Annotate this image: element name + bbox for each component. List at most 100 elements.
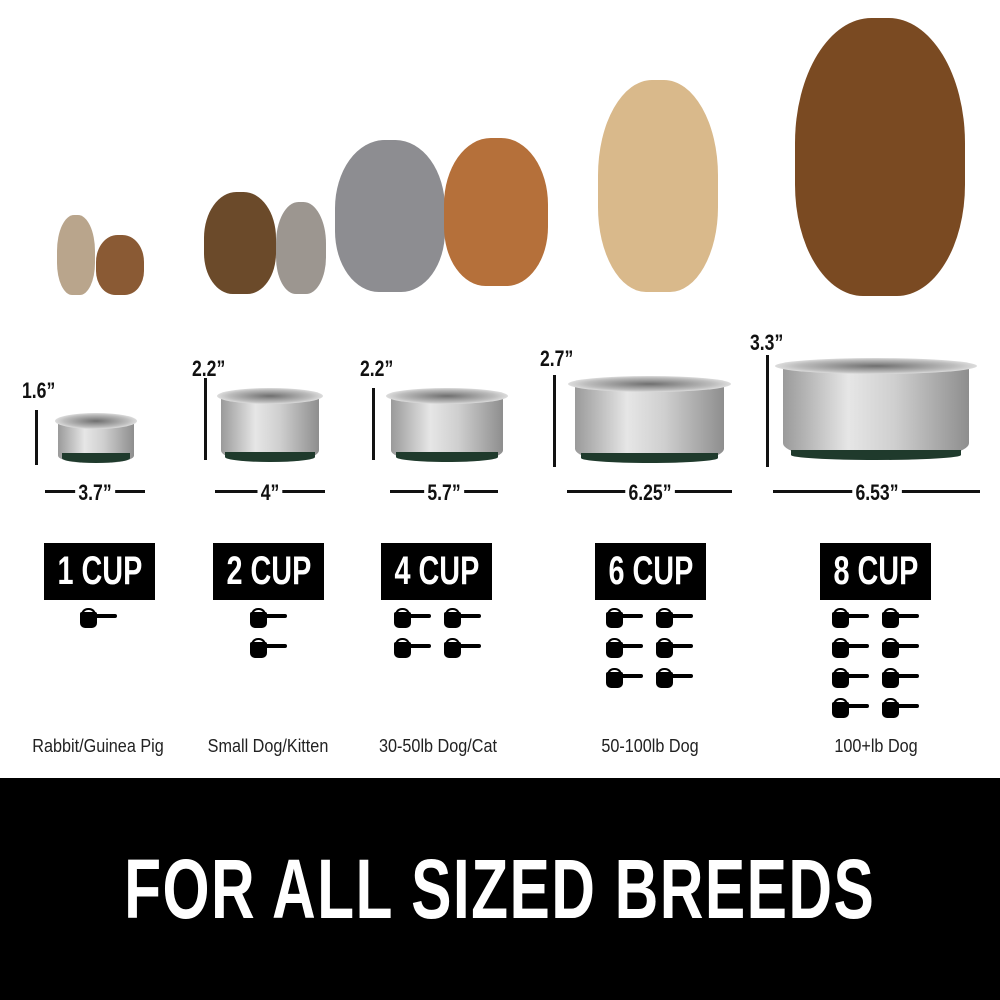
cup-body	[882, 612, 899, 628]
cup-top	[657, 638, 672, 645]
cup-body	[656, 642, 673, 658]
measuring-cup-icon	[832, 638, 870, 660]
height-label: 3.3”	[750, 330, 784, 355]
measuring-cup-icon	[832, 698, 870, 720]
cup-top	[607, 638, 622, 645]
bowl-rim	[55, 413, 137, 429]
width-label: 3.7”	[75, 480, 115, 506]
cup-body	[832, 672, 849, 688]
cup-handle	[897, 674, 919, 678]
banner: FOR ALL SIZED BREEDS	[0, 778, 1000, 1000]
width-label: 6.53”	[851, 480, 902, 506]
bowl-rubber-base	[791, 450, 961, 460]
cup-body	[250, 612, 267, 628]
width-label: 6.25”	[624, 480, 675, 506]
width-label: 4”	[257, 480, 283, 506]
cup-top	[657, 608, 672, 615]
bowl-rubber-base	[61, 453, 131, 463]
measuring-cup-icon	[882, 698, 920, 720]
banner-text: FOR ALL SIZED BREEDS	[124, 841, 876, 936]
bowl-rubber-base	[225, 452, 315, 462]
bowl-rim	[775, 358, 977, 374]
cup-top	[833, 638, 848, 645]
measuring-cup-icon	[656, 608, 694, 630]
bowl-body	[390, 396, 504, 462]
breed-label: 100+lb Dog	[834, 736, 918, 756]
height-bar	[204, 378, 207, 460]
cup-body	[882, 702, 899, 718]
cup-top	[81, 608, 96, 615]
stainless-bowl	[217, 388, 323, 462]
measuring-cup-icon	[656, 668, 694, 690]
cup-body	[832, 612, 849, 628]
cup-body	[606, 642, 623, 658]
cup-capacity-badge: 1 CUP	[44, 543, 155, 600]
cup-body	[656, 672, 673, 688]
height-label: 2.7”	[540, 346, 574, 371]
measuring-cup-icon	[832, 668, 870, 690]
cup-top	[833, 608, 848, 615]
cup-body	[656, 612, 673, 628]
bowl-rubber-base	[581, 453, 718, 463]
bowl-rubber-base	[395, 452, 499, 462]
cup-handle	[265, 644, 287, 648]
cup-handle	[847, 644, 869, 648]
height-bar	[35, 410, 38, 465]
breed-label: Small Dog/Kitten	[207, 736, 329, 756]
cup-top	[251, 638, 266, 645]
cup-capacity-label: 2 CUP	[226, 549, 311, 593]
cup-top	[883, 608, 898, 615]
cup-capacity-label: 8 CUP	[833, 549, 918, 593]
height-label: 1.6”	[22, 378, 56, 403]
cup-body	[80, 612, 97, 628]
bowl-rim	[217, 388, 323, 404]
cup-handle	[459, 644, 481, 648]
cup-handle	[409, 614, 431, 618]
cup-top	[883, 668, 898, 675]
cup-handle	[671, 644, 693, 648]
cup-top	[445, 608, 460, 615]
golden-retriever-photo	[598, 80, 718, 292]
measuring-cup-icon	[444, 638, 482, 660]
cup-handle	[847, 704, 869, 708]
measuring-cup-icon	[394, 638, 432, 660]
cup-top	[657, 668, 672, 675]
cup-body	[882, 672, 899, 688]
cup-body	[444, 612, 461, 628]
cup-top	[251, 608, 266, 615]
cup-top	[833, 698, 848, 705]
cup-capacity-badge: 6 CUP	[595, 543, 706, 600]
measuring-cup-icon	[606, 668, 644, 690]
cup-handle	[671, 674, 693, 678]
cup-handle	[95, 614, 117, 618]
measuring-cup-icon	[882, 668, 920, 690]
cup-handle	[621, 674, 643, 678]
cup-capacity-badge: 8 CUP	[820, 543, 931, 600]
measuring-cup-icon	[832, 608, 870, 630]
bowl-rim	[386, 388, 508, 404]
measuring-cup-icon	[656, 638, 694, 660]
cup-body	[832, 702, 849, 718]
cup-body	[882, 642, 899, 658]
german-shepherd-photo	[795, 18, 965, 296]
yorkshire-terrier-photo	[204, 192, 276, 294]
cup-body	[606, 672, 623, 688]
cup-capacity-label: 6 CUP	[608, 549, 693, 593]
havanese-dog-photo	[444, 138, 548, 286]
cup-handle	[671, 614, 693, 618]
cup-handle	[897, 704, 919, 708]
height-bar	[372, 388, 375, 460]
cup-handle	[409, 644, 431, 648]
cup-capacity-label: 4 CUP	[394, 549, 479, 593]
cup-handle	[621, 644, 643, 648]
width-label: 5.7”	[424, 480, 464, 506]
cup-body	[394, 642, 411, 658]
measuring-cup-icon	[882, 638, 920, 660]
cup-body	[394, 612, 411, 628]
cup-top	[395, 608, 410, 615]
cup-handle	[847, 614, 869, 618]
cup-capacity-badge: 2 CUP	[213, 543, 324, 600]
stainless-bowl	[386, 388, 508, 462]
breed-label: 50-100lb Dog	[601, 736, 699, 756]
measuring-cup-icon	[444, 608, 482, 630]
